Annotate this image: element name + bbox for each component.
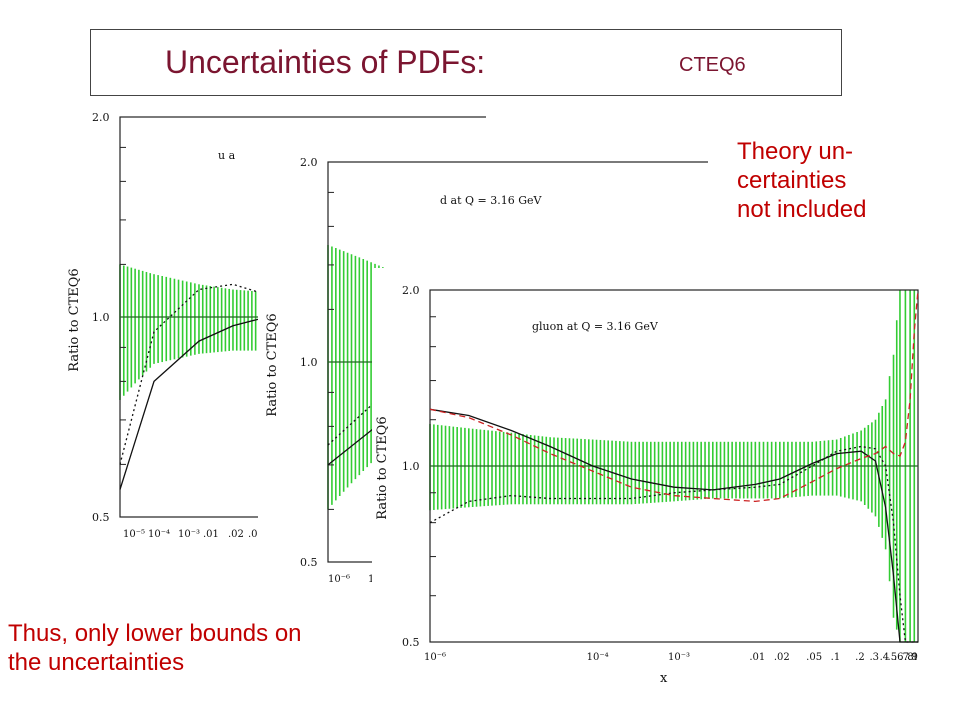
x-tick-label: .01 [203, 529, 219, 540]
note-bounds-line: the uncertainties [8, 649, 185, 676]
y-tick-label: 0.5 [300, 556, 318, 569]
y-tick-label: 1.0 [300, 356, 318, 369]
slide-title: Uncertainties of PDFs: [165, 44, 486, 80]
note-theory-line: certainties [737, 167, 847, 194]
x-tick-label: 10⁻⁴ [587, 652, 609, 663]
curve-label: u a [218, 149, 236, 162]
title-box: Uncertainties of PDFs: CTEQ6 [90, 29, 842, 96]
y-axis-label: Ratio to CTEQ6 [68, 268, 82, 371]
series-line [429, 408, 918, 643]
y-tick-label: 2.0 [92, 111, 110, 124]
x-tick-label: .5 [888, 652, 898, 663]
y-tick-label: 0.5 [402, 636, 420, 649]
note-theory-line: not included [737, 196, 867, 223]
x-tick-label: .2 [855, 652, 865, 663]
x-axis-label: x [660, 671, 668, 686]
note-bounds-line: Thus, only lower bounds on [8, 620, 302, 647]
y-tick-label: 0.5 [92, 511, 110, 524]
x-tick-label: 10⁻³ [178, 529, 200, 540]
x-tick-label: .9 [908, 652, 918, 663]
y-tick-label: 1.0 [402, 460, 420, 473]
y-axis-label: Ratio to CTEQ6 [265, 313, 280, 416]
x-tick-label: 10⁻⁶ [328, 574, 350, 585]
x-tick-label: 10⁻³ [668, 652, 690, 663]
series-line [429, 289, 919, 503]
curve-label: gluon at Q = 3.16 GeV [532, 320, 659, 333]
note-theory-line: Theory un- [737, 138, 854, 165]
x-tick-label: .1 [831, 652, 841, 663]
slide-subtitle: CTEQ6 [679, 54, 746, 76]
series-line [429, 445, 918, 643]
x-tick-label: 10⁻⁴ [148, 529, 170, 540]
x-tick-label: .4 [880, 652, 890, 663]
x-tick-label: 10⁻⁶ [424, 652, 446, 663]
x-tick-label: .8 [904, 652, 914, 663]
x-tick-label: .02 [228, 529, 244, 540]
y-axis-label: Ratio to CTEQ6 [375, 416, 390, 519]
x-tick-label: .02 [774, 652, 790, 663]
x-tick-label: .3 [869, 652, 879, 663]
y-tick-label: 2.0 [300, 156, 318, 169]
x-tick-label: .6 [894, 652, 904, 663]
y-tick-label: 2.0 [402, 284, 420, 297]
x-tick-label: .0 [248, 529, 258, 540]
x-tick-label: .05 [806, 652, 822, 663]
curve-label: d at Q = 3.16 GeV [440, 194, 543, 207]
y-tick-label: 1.0 [92, 311, 110, 324]
x-tick-label: 10⁻⁵ [123, 529, 145, 540]
chart-gluon-svg: 2.0 1.0 0.5 10⁻⁶ 10⁻⁴ 10⁻³ .01 .02 .05 .1 .2 .3.4.5… [375, 284, 919, 686]
note-theory-uncertainties: Theory un- certainties not included [737, 137, 937, 224]
note-lower-bounds: Thus, only lower bounds on the uncertain… [8, 619, 408, 677]
x-tick-label: .7 [899, 652, 909, 663]
x-tick-label: .01 [749, 652, 765, 663]
chart-panel-gluon: 2.0 1.0 0.5 10⁻⁶ 10⁻⁴ 10⁻³ .01 .02 .05 .1 .2 .3.4.5… [372, 268, 924, 690]
x-tick-label: 1 [912, 652, 918, 663]
